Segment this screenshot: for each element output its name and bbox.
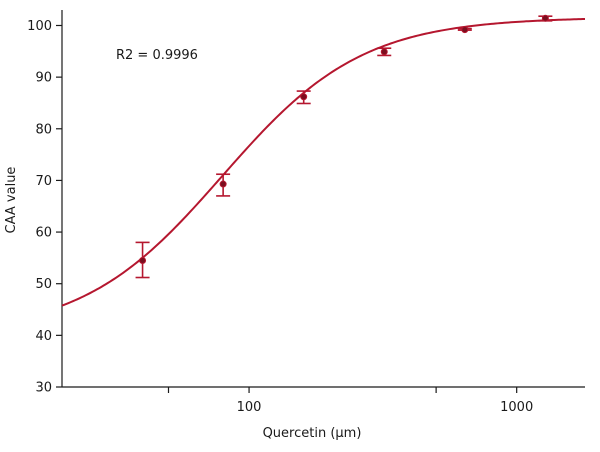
error-bars-layer (135, 15, 553, 279)
y-axis-title: CAA value (4, 167, 19, 234)
fit-curve (61, 18, 586, 307)
x-tick-label: 100 (237, 400, 262, 415)
fit-curve-layer (61, 18, 586, 307)
y-tick-label: 90 (35, 71, 52, 86)
y-tick-label: 30 (35, 381, 52, 396)
y-tick-label: 40 (35, 329, 52, 344)
y-tick-label: 80 (35, 122, 52, 137)
data-point (461, 26, 469, 34)
data-point (300, 93, 308, 101)
y-tick-label: 50 (35, 277, 52, 292)
data-point (380, 48, 388, 56)
y-tick-label: 100 (27, 19, 52, 34)
x-tick-label: 1000 (500, 400, 533, 415)
data-points-layer (139, 14, 549, 264)
r-squared-annotation: R2 = 0.9996 (116, 48, 198, 63)
data-point (541, 14, 549, 22)
axes: 30 40 50 60 70 80 90 100 100 1000 (27, 10, 585, 415)
y-tick-label: 70 (35, 174, 52, 189)
labels-layer: R2 = 0.9996 Quercetin (μm) CAA value (4, 48, 361, 441)
x-axis-title: Quercetin (μm) (263, 426, 362, 441)
data-point (139, 256, 147, 264)
data-point (219, 180, 227, 188)
y-tick-label: 60 (35, 226, 52, 241)
